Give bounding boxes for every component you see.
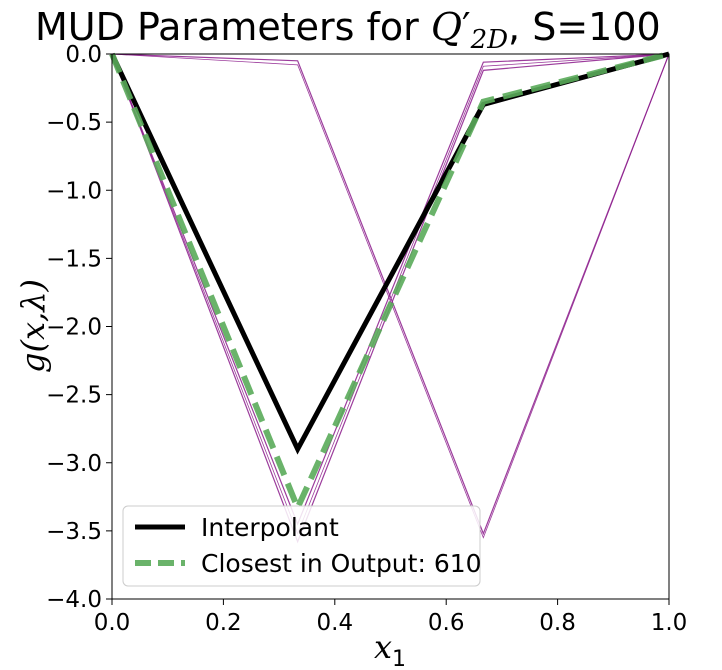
x-axis-label: x1 xyxy=(374,628,406,670)
x-tick-label: 0.2 xyxy=(205,610,242,636)
y-tick-label: −4.0 xyxy=(46,587,102,613)
closest-output-line xyxy=(109,51,670,516)
x-tick-label: 1.0 xyxy=(651,610,688,636)
legend-box xyxy=(122,505,481,587)
y-axis-label: g(x,λ) xyxy=(14,279,52,373)
y-tick-label: −3.0 xyxy=(46,451,102,477)
y-axis: 0.0 −0.5 −1.0 −1.5 −2.0 −2.5 −3.0 −3.5 −4.0 xyxy=(46,42,112,613)
y-tick-label: −1.0 xyxy=(46,178,102,204)
chart-title: MUD Parameters for Q′2D, S=100 xyxy=(35,5,661,55)
sample-line xyxy=(111,53,670,535)
x-tick-label: 0.6 xyxy=(428,610,465,636)
sample-line xyxy=(111,53,670,526)
x-tick-label: 0.0 xyxy=(94,610,131,636)
sample-line xyxy=(111,53,670,536)
y-tick-label: −0.5 xyxy=(46,110,102,136)
y-tick-label: −2.0 xyxy=(46,315,102,341)
y-tick-label: −1.5 xyxy=(46,246,102,272)
legend: Interpolant Closest in Output: 610 xyxy=(122,505,482,587)
plot-area xyxy=(109,51,670,600)
y-tick-label: −3.5 xyxy=(46,519,102,545)
x-axis: 0.0 0.2 0.4 0.6 0.8 1.0 xyxy=(94,599,688,636)
y-tick-label: 0.0 xyxy=(65,42,102,68)
y-tick-label: −2.5 xyxy=(46,383,102,409)
legend-label: Interpolant xyxy=(201,513,339,542)
legend-label: Closest in Output: 610 xyxy=(201,549,482,578)
sample-line xyxy=(111,53,670,539)
x-tick-label: 0.8 xyxy=(539,610,576,636)
x-tick-label: 0.4 xyxy=(317,610,354,636)
